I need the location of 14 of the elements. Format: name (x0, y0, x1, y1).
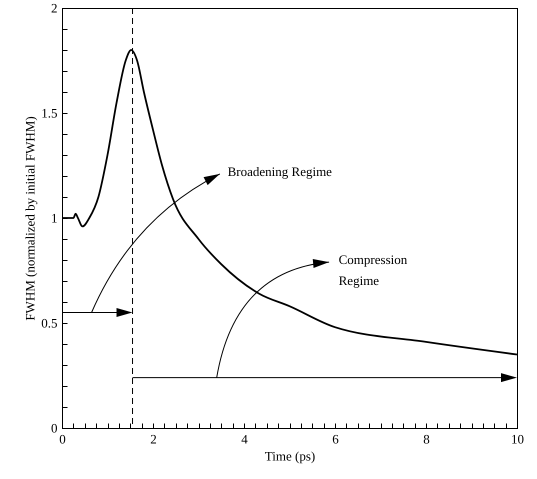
x-axis-title: Time (ps) (264, 448, 316, 464)
y-tick-label: 0 (51, 420, 58, 436)
x-tick-label: 10 (511, 432, 524, 446)
annotation: Broadening Regime (228, 164, 332, 179)
y-tick-label: 2 (51, 0, 58, 16)
x-tick-label: 8 (423, 432, 430, 446)
x-tick-label: 2 (150, 432, 157, 446)
y-tick-label: 1 (51, 210, 58, 226)
y-tick-label: 0.5 (41, 316, 58, 330)
annotation: Compression Regime (338, 252, 408, 288)
x-tick-label: 6 (332, 432, 340, 446)
y-tick-label: 1.5 (41, 106, 58, 120)
y-axis-title: FWHM (normalized by initial FWHM) (22, 116, 38, 321)
x-tick-label: 4 (241, 432, 248, 446)
